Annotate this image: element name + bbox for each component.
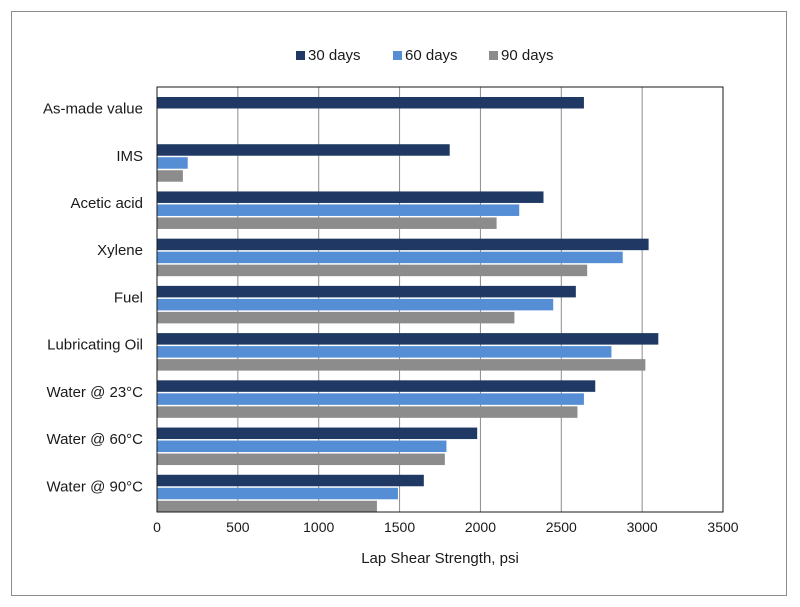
category-label-xylene: Xylene [97, 242, 143, 259]
bar-lubricating-oil-60-days [157, 346, 612, 358]
legend-swatch-30-days [296, 51, 305, 60]
bars [157, 97, 659, 513]
category-label-acetic-acid: Acetic acid [70, 195, 143, 212]
x-axis-title: Lap Shear Strength, psi [361, 550, 519, 567]
category-label-ims: IMS [116, 148, 143, 165]
category-label-water-60-c: Water @ 60°C [46, 431, 143, 448]
bar-fuel-60-days [157, 298, 554, 311]
x-tick-1500: 1500 [384, 519, 415, 535]
category-label-fuel: Fuel [114, 289, 143, 306]
bar-acetic-acid-90-days [157, 217, 497, 229]
bar-lubricating-oil-90-days [157, 359, 646, 371]
chart-frame: 30 days 60 days 90 days As-made value IMS Ac… [11, 11, 787, 596]
bar-water-90-c-90-days [157, 500, 377, 513]
x-tick-3500: 3500 [707, 519, 738, 535]
category-labels: As-made value IMS Acetic acid Xylene Fuel Lub… [43, 101, 143, 496]
bar-water-90-c-30-days [157, 474, 424, 487]
legend: 30 days 60 days 90 days [296, 47, 554, 64]
bar-acetic-acid-30-days [157, 191, 544, 203]
x-tick-500: 500 [226, 519, 250, 535]
bar-water-90-c-60-days [157, 487, 398, 500]
bar-xylene-30-days [157, 238, 649, 251]
bar-water-60-c-60-days [157, 440, 447, 453]
legend-swatch-60-days [393, 51, 402, 60]
bar-ims-30-days [157, 144, 450, 156]
bar-water-23-c-90-days [157, 406, 578, 418]
bar-ims-60-days [157, 157, 188, 169]
bar-as-made-value-30-days [157, 97, 584, 109]
legend-label-30-days: 30 days [308, 47, 361, 64]
bar-fuel-90-days [157, 311, 515, 324]
bar-water-60-c-30-days [157, 427, 478, 440]
x-tick-3000: 3000 [627, 519, 658, 535]
x-tick-2000: 2000 [465, 519, 496, 535]
bar-chart: 30 days 60 days 90 days As-made value IMS Ac… [43, 47, 739, 567]
bar-fuel-30-days [157, 285, 576, 298]
x-tick-labels: 0 500 1000 1500 2000 2500 3000 3500 [153, 519, 739, 535]
bar-ims-90-days [157, 170, 183, 182]
category-label-water-23-c: Water @ 23°C [46, 384, 143, 401]
bar-water-60-c-90-days [157, 453, 445, 466]
bar-water-23-c-60-days [157, 393, 584, 405]
bar-xylene-90-days [157, 264, 588, 277]
bar-water-23-c-30-days [157, 380, 596, 392]
legend-swatch-90-days [489, 51, 498, 60]
bar-xylene-60-days [157, 251, 623, 264]
legend-label-90-days: 90 days [501, 47, 554, 64]
x-tick-2500: 2500 [546, 519, 577, 535]
bar-lubricating-oil-30-days [157, 333, 659, 345]
plot-area [156, 86, 724, 513]
x-tick-1000: 1000 [303, 519, 334, 535]
bar-acetic-acid-60-days [157, 204, 520, 216]
category-label-water-90-c: Water @ 90°C [46, 478, 143, 495]
legend-label-60-days: 60 days [405, 47, 458, 64]
category-label-lubricating-oil: Lubricating Oil [47, 337, 143, 354]
x-tick-0: 0 [153, 519, 161, 535]
category-label-as-made-value: As-made value [43, 101, 143, 118]
